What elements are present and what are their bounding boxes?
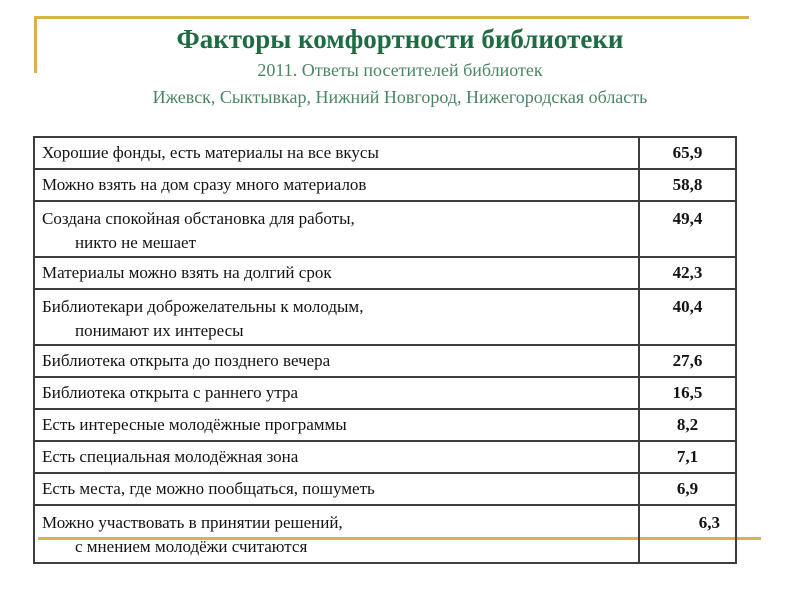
factor-text: Библиотека открыта с раннего утра bbox=[42, 383, 299, 402]
factor-text: Можно взять на дом сразу много материало… bbox=[42, 175, 367, 194]
gold-accent-line-top bbox=[35, 16, 749, 19]
factor-text: Есть интересные молодёжные программы bbox=[42, 415, 347, 434]
factor-label-cell: Создана спокойная обстановка для работы,… bbox=[35, 202, 638, 256]
table-row: Есть места, где можно пообщаться, пошуме… bbox=[35, 474, 735, 506]
table-row: Библиотека открыта до позднего вечера 27… bbox=[35, 346, 735, 378]
factor-text: Создана спокойная обстановка для работы, bbox=[42, 209, 355, 228]
factor-value-cell: 40,4 bbox=[638, 290, 735, 344]
factor-text: Есть места, где можно пообщаться, пошуме… bbox=[42, 479, 375, 498]
factor-label-cell: Библиотека открыта с раннего утра bbox=[35, 378, 638, 408]
factor-label-cell: Библиотека открыта до позднего вечера bbox=[35, 346, 638, 376]
factor-text: Материалы можно взять на долгий срок bbox=[42, 263, 332, 282]
factor-text: Хорошие фонды, есть материалы на все вку… bbox=[42, 143, 379, 162]
factor-value-cell: 27,6 bbox=[638, 346, 735, 376]
factor-text: Можно участвовать в принятии решений, bbox=[42, 513, 343, 532]
factor-text-line2: с мнением молодёжи считаются bbox=[75, 537, 308, 556]
factor-text: Библиотека открыта до позднего вечера bbox=[42, 351, 331, 370]
factor-label-cell: Библиотекари доброжелательны к молодым, … bbox=[35, 290, 638, 344]
factor-label-cell: Есть интересные молодёжные программы bbox=[35, 410, 638, 440]
factor-value-cell: 7,1 bbox=[638, 442, 735, 472]
table-row: Можно участвовать в принятии решений, с … bbox=[35, 506, 735, 562]
factor-label-cell: Можно взять на дом сразу много материало… bbox=[35, 170, 638, 200]
table-row: Материалы можно взять на долгий срок 42,… bbox=[35, 258, 735, 290]
factor-text: Библиотекари доброжелательны к молодым, bbox=[42, 297, 364, 316]
table-row: Можно взять на дом сразу много материало… bbox=[35, 170, 735, 202]
factor-label-cell: Есть места, где можно пообщаться, пошуме… bbox=[35, 474, 638, 504]
slide-subtitle-year: 2011. Ответы посетителей библиотек bbox=[257, 60, 543, 80]
factor-value-cell: 58,8 bbox=[638, 170, 735, 200]
table-row: Библиотекари доброжелательны к молодым, … bbox=[35, 290, 735, 346]
gold-accent-line-left bbox=[34, 16, 37, 73]
factor-value-cell: 42,3 bbox=[638, 258, 735, 288]
factor-text-line2: понимают их интересы bbox=[75, 321, 244, 340]
factor-label-cell: Материалы можно взять на долгий срок bbox=[35, 258, 638, 288]
factor-value-cell: 16,5 bbox=[638, 378, 735, 408]
table-row: Хорошие фонды, есть материалы на все вку… bbox=[35, 138, 735, 170]
factor-value-cell: 8,2 bbox=[638, 410, 735, 440]
factor-value-cell: 6,9 bbox=[638, 474, 735, 504]
table-row: Создана спокойная обстановка для работы,… bbox=[35, 202, 735, 258]
factor-value-cell: 49,4 bbox=[638, 202, 735, 256]
slide-subtitle-cities: Ижевск, Сыктывкар, Нижний Новгород, Ниже… bbox=[152, 87, 648, 107]
table-row: Есть специальная молодёжная зона 7,1 bbox=[35, 442, 735, 474]
slide-title: Факторы комфортности библиотеки bbox=[176, 24, 624, 54]
comfort-factors-table: Хорошие фонды, есть материалы на все вку… bbox=[33, 136, 737, 564]
table-row: Библиотека открыта с раннего утра 16,5 bbox=[35, 378, 735, 410]
factor-label-cell: Есть специальная молодёжная зона bbox=[35, 442, 638, 472]
table-row: Есть интересные молодёжные программы 8,2 bbox=[35, 410, 735, 442]
factor-label-cell: Можно участвовать в принятии решений, с … bbox=[35, 506, 638, 562]
factor-value-cell: 6,3 bbox=[638, 506, 735, 562]
factor-text: Есть специальная молодёжная зона bbox=[42, 447, 299, 466]
factor-value-cell: 65,9 bbox=[638, 138, 735, 168]
factor-text-line2: никто не мешает bbox=[75, 233, 196, 252]
gold-accent-line-bottom bbox=[38, 537, 761, 540]
factor-label-cell: Хорошие фонды, есть материалы на все вку… bbox=[35, 138, 638, 168]
